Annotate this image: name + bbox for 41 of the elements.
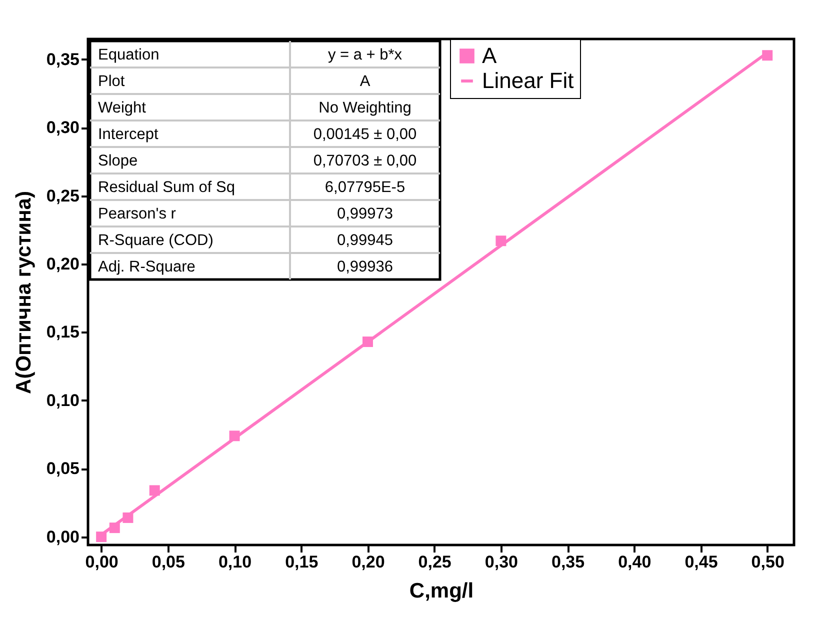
annotation: 6,07795E-5 [324,178,406,196]
x-tick-label: 0,40 [618,552,652,572]
y-tick-label: 0,10 [46,390,80,410]
annotation: Residual Sum of Sq [98,178,235,196]
annotation: Adj. R-Square [98,258,196,276]
annotation: 0,99936 [336,258,394,276]
annotation: A [360,72,371,90]
x-tick-label: 0,30 [484,552,518,572]
x-axis-title: C,mg/l [409,580,474,602]
y-tick-label: 0,05 [46,459,80,478]
x-tick-label: 0,25 [418,552,452,572]
annotation: 0,00145 ± 0,00 [313,126,418,143]
annotation: Weight [98,99,147,116]
annotation: R-Square (COD) [98,232,214,249]
x-tick-label: 0,50 [751,552,784,572]
annotation: 0,99945 [336,232,394,249]
y-tick-label: 0,25 [46,186,80,206]
annotation: 0,99973 [336,205,394,222]
y-tick-label: 0,15 [46,322,80,342]
x-tick-label: 0,20 [352,552,385,572]
y-tick-label: 0,20 [46,254,80,274]
legend-label: A [482,43,497,68]
annotation: Plot [98,72,126,90]
annotation: Pearson's r [98,205,176,222]
x-tick-label: 0,15 [285,552,318,572]
y-tick-label: 0,30 [46,118,80,138]
annotation: y = a + b*x [328,46,402,64]
annotation: No Weighting [318,99,412,116]
legend-label: Linear Fit [482,68,574,93]
y-axis-title: A(Оптична густина) [12,191,36,394]
y-tick-label: 0,35 [46,50,80,69]
x-tick-label: 0,05 [152,552,185,572]
annotation: Slope [98,152,138,170]
x-tick-label: 0,00 [85,552,118,572]
annotation: Intercept [98,126,160,143]
x-tick-label: 0,35 [552,552,585,572]
annotation: Equation [98,46,160,64]
x-tick-label: 0,10 [218,552,252,572]
y-tick-label: 0,00 [46,527,80,546]
annotation: 0,70703 ± 0,00 [313,152,418,170]
x-tick-label: 0,45 [684,552,718,572]
